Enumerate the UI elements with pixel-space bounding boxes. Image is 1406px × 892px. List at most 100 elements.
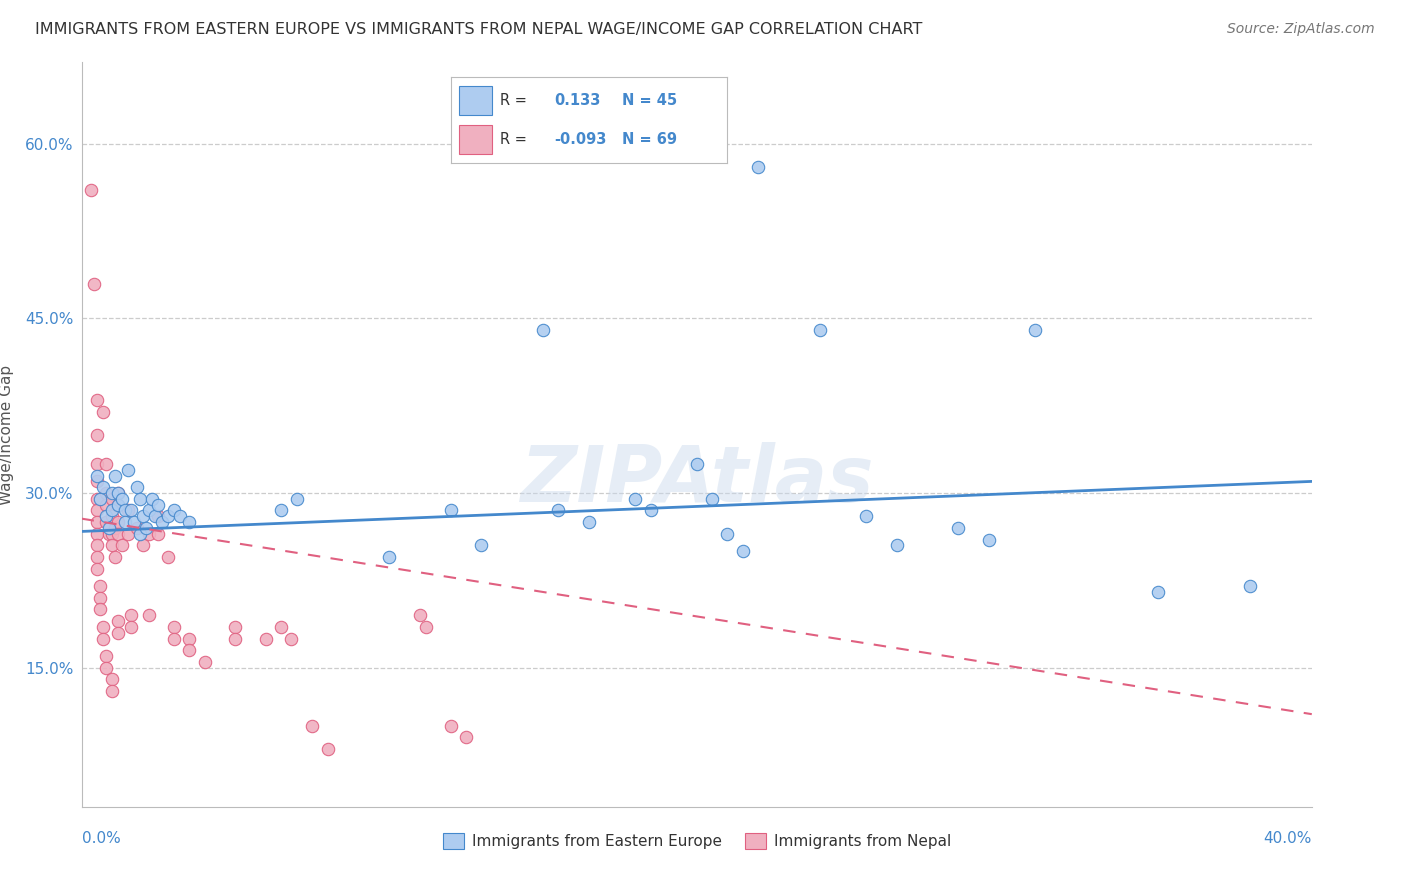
Legend: Immigrants from Eastern Europe, Immigrants from Nepal: Immigrants from Eastern Europe, Immigran… xyxy=(436,827,957,855)
Point xyxy=(254,632,277,646)
Point xyxy=(110,491,132,506)
Point xyxy=(86,468,108,483)
Point xyxy=(163,632,186,646)
Point xyxy=(101,672,124,686)
Text: R =: R = xyxy=(501,132,527,147)
Point xyxy=(122,515,145,529)
Point xyxy=(91,620,114,634)
Point xyxy=(179,515,201,529)
Point xyxy=(163,503,186,517)
Point xyxy=(86,562,108,576)
Point xyxy=(96,515,118,529)
Point xyxy=(89,602,111,616)
Point xyxy=(120,620,142,634)
Point xyxy=(101,503,124,517)
Point xyxy=(89,579,111,593)
Bar xyxy=(458,86,492,115)
Point xyxy=(640,503,662,517)
Point xyxy=(86,538,108,552)
Point xyxy=(1024,323,1046,337)
Point xyxy=(138,608,160,623)
Point xyxy=(107,486,129,500)
Point xyxy=(977,533,1000,547)
Point xyxy=(747,160,769,174)
Text: 0.0%: 0.0% xyxy=(82,831,121,847)
Point xyxy=(101,526,124,541)
Point xyxy=(316,742,339,756)
Point xyxy=(138,526,160,541)
Point xyxy=(96,498,118,512)
Point xyxy=(454,731,477,745)
Point xyxy=(117,526,139,541)
Point xyxy=(107,498,129,512)
Point xyxy=(150,515,173,529)
Point xyxy=(86,526,108,541)
Point xyxy=(104,549,127,564)
Text: R =: R = xyxy=(501,93,527,108)
Point xyxy=(270,620,292,634)
Point xyxy=(1147,585,1170,599)
Point xyxy=(125,480,148,494)
Bar xyxy=(458,125,492,154)
Point xyxy=(179,643,201,657)
Point xyxy=(470,538,492,552)
Point xyxy=(547,503,569,517)
Point xyxy=(624,491,647,506)
Text: 0.133: 0.133 xyxy=(554,93,600,108)
Text: 40.0%: 40.0% xyxy=(1264,831,1312,847)
Text: N = 69: N = 69 xyxy=(623,132,678,147)
Point xyxy=(96,486,118,500)
Y-axis label: Wage/Income Gap: Wage/Income Gap xyxy=(0,365,14,505)
Point xyxy=(415,620,437,634)
Point xyxy=(120,608,142,623)
Point xyxy=(148,509,170,524)
Point xyxy=(98,526,121,541)
Point xyxy=(117,503,139,517)
Point xyxy=(138,503,160,517)
Point xyxy=(101,486,124,500)
Point xyxy=(89,591,111,605)
Text: -0.093: -0.093 xyxy=(554,132,607,147)
Point xyxy=(120,503,142,517)
Point xyxy=(301,719,323,733)
Point xyxy=(716,526,738,541)
Point xyxy=(104,468,127,483)
Point xyxy=(224,632,246,646)
Point xyxy=(91,404,114,418)
Point xyxy=(125,521,148,535)
Point xyxy=(86,491,108,506)
Point xyxy=(101,509,124,524)
Point xyxy=(86,549,108,564)
Point xyxy=(107,498,129,512)
Point xyxy=(86,428,108,442)
Point xyxy=(285,491,308,506)
Point xyxy=(107,614,129,628)
Point xyxy=(107,486,129,500)
Point xyxy=(83,277,105,291)
Point xyxy=(378,549,401,564)
Point xyxy=(156,549,179,564)
Point xyxy=(107,625,129,640)
Point xyxy=(129,491,152,506)
Point xyxy=(731,544,754,558)
Point xyxy=(135,521,157,535)
Point xyxy=(129,526,152,541)
Point xyxy=(89,491,111,506)
Point xyxy=(110,538,132,552)
Point xyxy=(439,719,461,733)
Point xyxy=(156,509,179,524)
Point xyxy=(104,521,127,535)
Point xyxy=(91,632,114,646)
Point xyxy=(686,457,709,471)
Point xyxy=(86,392,108,407)
Point xyxy=(107,515,129,529)
Point xyxy=(145,509,166,524)
Point xyxy=(86,515,108,529)
Point xyxy=(101,538,124,552)
Point xyxy=(1239,579,1261,593)
Point xyxy=(886,538,908,552)
Point xyxy=(86,503,108,517)
Point xyxy=(86,457,108,471)
Point xyxy=(91,480,114,494)
Point xyxy=(700,491,723,506)
